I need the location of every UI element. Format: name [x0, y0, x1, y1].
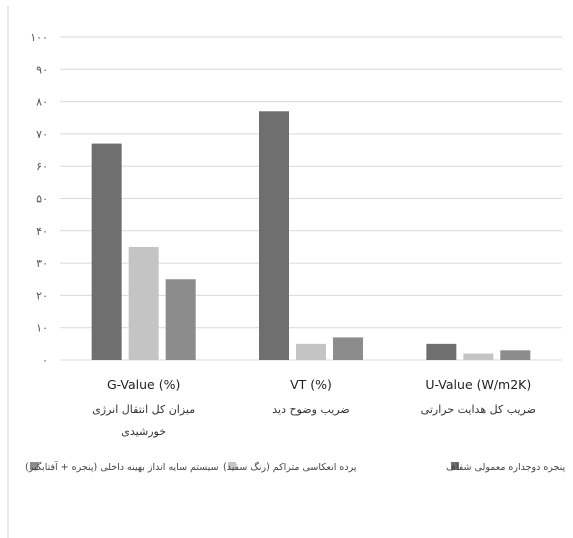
category-label: U-Value (W/m2K) [425, 377, 531, 392]
y-tick-label: ۷۰ [36, 128, 48, 141]
y-tick-label: ۴۰ [36, 225, 48, 238]
category-label-fa: خورشیدی [121, 425, 166, 438]
bar [463, 353, 494, 360]
category-label-fa: میزان کل انتقال انرژی [92, 403, 195, 416]
y-tick-label: ۳۰ [36, 257, 48, 270]
y-tick-label: ۰ [42, 354, 48, 367]
category-label: G-Value (%) [107, 377, 180, 392]
bars [91, 111, 531, 360]
bar [165, 279, 196, 360]
y-tick-label: ۲۰ [36, 289, 48, 302]
legend: پنجره دوجداره معمولی شفاف پرده انعکاسی مت… [25, 460, 566, 473]
category-label-fa: ضریب کل هدایت حرارتی [421, 403, 536, 416]
y-tick-label: ۸۰ [36, 96, 48, 109]
bar [91, 143, 122, 360]
legend-swatch [228, 462, 236, 470]
y-tick-label: ۶۰ [36, 160, 48, 173]
legend-swatch [30, 462, 38, 470]
y-tick-label: ۵۰ [36, 193, 48, 206]
legend-swatch [451, 462, 459, 470]
category-label-fa: ضریب وضوح دید [272, 403, 349, 416]
category-label: VT (%) [290, 377, 332, 392]
y-tick-label: ۱۰ [36, 322, 48, 335]
bar [426, 343, 457, 360]
category-labels: G-Value (%) میزان کل انتقال انرژی خورشیدی V… [92, 377, 536, 438]
bar [296, 343, 326, 360]
y-tick-label: ۹۰ [36, 63, 48, 76]
y-tick-label: ۱۰۰ [30, 31, 48, 44]
legend-label: پنجره دوجداره معمولی شفاف [446, 462, 566, 473]
bar [333, 337, 363, 360]
bar [259, 111, 289, 360]
bar [500, 350, 531, 360]
y-axis: ۰ ۱۰ ۲۰ ۳۰ ۴۰ ۵۰ ۶۰ ۷۰ ۸۰ ۹۰ ۱۰۰ [30, 31, 48, 367]
legend-label: پرده انعکاسی متراکم (رنگ سفید) [223, 461, 357, 473]
legend-label: سیستم سایه انداز بهینه داخلی (پنجره + آف… [25, 460, 219, 473]
bar [128, 246, 159, 360]
